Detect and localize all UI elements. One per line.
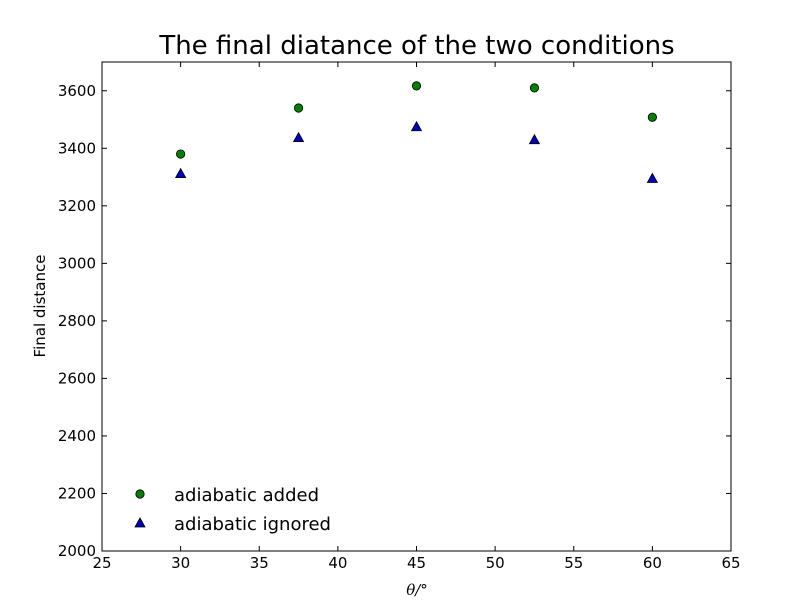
x-tick-label: 45 xyxy=(407,554,426,572)
x-tick-label: 40 xyxy=(328,554,347,572)
data-point-series-0 xyxy=(411,81,422,91)
y-tick-label: 3200 xyxy=(58,197,96,215)
chart-title: The final diatance of the two conditions xyxy=(158,31,674,61)
x-tick-label: 65 xyxy=(721,554,740,572)
x-tick-label: 55 xyxy=(564,554,583,572)
data-point-series-0 xyxy=(293,103,304,113)
plot-frame xyxy=(101,61,732,552)
x-tick-label: 50 xyxy=(486,554,505,572)
data-point-series-0 xyxy=(647,112,657,122)
y-tick-label: 3600 xyxy=(58,82,96,100)
x-tick-label: 30 xyxy=(171,554,190,572)
data-point-series-1 xyxy=(646,172,659,183)
legend: adiabatic added adiabatic ignored xyxy=(134,485,331,535)
data-point-series-1 xyxy=(410,120,423,132)
y-tick-label: 2600 xyxy=(58,369,96,387)
y-tick-label: 2000 xyxy=(58,542,96,560)
y-tick-label: 3000 xyxy=(58,254,96,272)
y-tick-label: 2800 xyxy=(58,312,96,330)
data-point-series-1 xyxy=(292,131,305,143)
y-axis-label: Final distance xyxy=(31,255,49,358)
y-tick-label: 2200 xyxy=(58,484,96,502)
legend-marker-0 xyxy=(135,489,145,499)
x-tick-label: 60 xyxy=(643,554,662,572)
x-tick-label: 25 xyxy=(92,554,111,572)
y-tick-label: 2400 xyxy=(58,427,96,445)
data-point-series-1 xyxy=(528,133,541,145)
axis-ticks: 25 30 35 40 45 50 55 60 65 2000 2200 2400 2600 2800 30… xyxy=(58,62,741,572)
x-tick-label: 35 xyxy=(250,554,269,572)
legend-label-0: adiabatic added xyxy=(174,485,319,506)
data-points xyxy=(174,81,659,183)
x-axis-label: θ/° xyxy=(406,581,428,599)
legend-marker-1 xyxy=(134,517,146,528)
legend-label-1: adiabatic ignored xyxy=(174,514,331,535)
data-point-series-0 xyxy=(176,149,186,159)
data-point-series-0 xyxy=(529,83,540,93)
y-tick-label: 3400 xyxy=(58,139,96,157)
data-point-series-1 xyxy=(174,167,187,179)
